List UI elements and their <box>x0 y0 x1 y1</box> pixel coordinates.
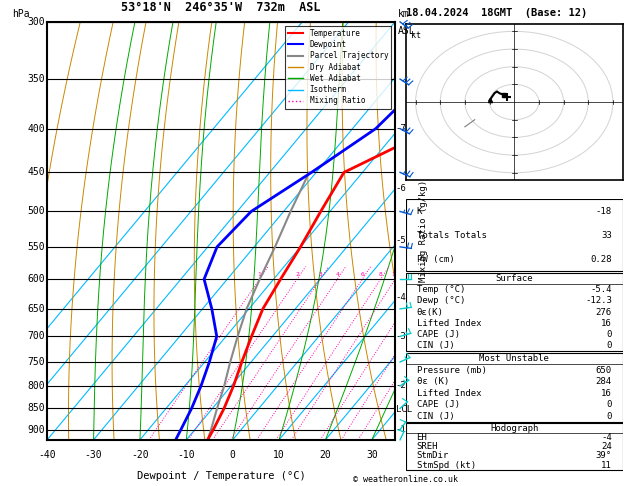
Text: 4: 4 <box>335 272 339 277</box>
Text: Lifted Index: Lifted Index <box>416 389 481 398</box>
Text: 24: 24 <box>601 442 612 451</box>
Text: 0: 0 <box>606 330 612 339</box>
Text: -10: -10 <box>177 450 195 460</box>
Text: ASL: ASL <box>398 26 416 36</box>
Text: Mixing Ratio (g/kg): Mixing Ratio (g/kg) <box>419 180 428 282</box>
Text: 500: 500 <box>28 207 45 216</box>
Text: -40: -40 <box>38 450 56 460</box>
Text: 450: 450 <box>28 167 45 177</box>
Text: 0: 0 <box>606 412 612 421</box>
Text: 8: 8 <box>379 272 382 277</box>
Text: -20: -20 <box>131 450 148 460</box>
Text: km: km <box>398 9 410 19</box>
Text: 0: 0 <box>606 341 612 350</box>
Text: Totals Totals: Totals Totals <box>416 231 486 240</box>
Text: SREH: SREH <box>416 442 438 451</box>
Text: 0: 0 <box>230 450 236 460</box>
Text: -7: -7 <box>396 124 406 133</box>
Bar <box>406 353 623 422</box>
Bar <box>406 273 623 351</box>
Text: 39°: 39° <box>596 451 612 460</box>
Text: -5.4: -5.4 <box>591 285 612 294</box>
Text: Dewpoint / Temperature (°C): Dewpoint / Temperature (°C) <box>136 471 306 481</box>
Text: K: K <box>416 207 422 216</box>
Text: hPa: hPa <box>13 9 30 19</box>
Text: 10: 10 <box>391 272 399 277</box>
Text: 2: 2 <box>295 272 299 277</box>
Text: 750: 750 <box>28 357 45 367</box>
Text: PW (cm): PW (cm) <box>416 255 454 264</box>
Text: Lifted Index: Lifted Index <box>416 319 481 328</box>
Text: 0.28: 0.28 <box>591 255 612 264</box>
Text: kt: kt <box>411 32 421 40</box>
Text: Hodograph: Hodograph <box>490 423 538 433</box>
Text: 700: 700 <box>28 331 45 341</box>
Text: 10: 10 <box>273 450 285 460</box>
Text: © weatheronline.co.uk: © weatheronline.co.uk <box>353 474 458 484</box>
Text: 16: 16 <box>601 319 612 328</box>
Text: 6: 6 <box>360 272 364 277</box>
Bar <box>406 423 623 470</box>
Text: CAPE (J): CAPE (J) <box>416 330 460 339</box>
Text: 11: 11 <box>601 461 612 469</box>
Text: 350: 350 <box>28 74 45 84</box>
Text: 30: 30 <box>366 450 377 460</box>
Text: 3: 3 <box>318 272 322 277</box>
Text: -30: -30 <box>85 450 103 460</box>
Text: 600: 600 <box>28 274 45 284</box>
Text: -6: -6 <box>396 184 406 193</box>
Text: -2: -2 <box>396 382 406 390</box>
Text: Pressure (mb): Pressure (mb) <box>416 365 486 375</box>
Legend: Temperature, Dewpoint, Parcel Trajectory, Dry Adiabat, Wet Adiabat, Isotherm, Mi: Temperature, Dewpoint, Parcel Trajectory… <box>285 26 391 108</box>
Text: EH: EH <box>416 433 427 442</box>
Text: θε(K): θε(K) <box>416 308 443 316</box>
Text: 0: 0 <box>606 400 612 409</box>
Text: 800: 800 <box>28 381 45 391</box>
Text: StmDir: StmDir <box>416 451 449 460</box>
Text: 650: 650 <box>596 365 612 375</box>
Text: 1: 1 <box>258 272 262 277</box>
Text: 276: 276 <box>596 308 612 316</box>
Text: 900: 900 <box>28 425 45 434</box>
Text: Surface: Surface <box>496 274 533 283</box>
Text: 53°18'N  246°35'W  732m  ASL: 53°18'N 246°35'W 732m ASL <box>121 0 321 14</box>
Text: 850: 850 <box>28 403 45 414</box>
Text: 18.04.2024  18GMT  (Base: 12): 18.04.2024 18GMT (Base: 12) <box>406 8 587 18</box>
Text: 300: 300 <box>28 17 45 27</box>
Text: -4: -4 <box>601 433 612 442</box>
Text: CAPE (J): CAPE (J) <box>416 400 460 409</box>
Text: 16: 16 <box>601 389 612 398</box>
Text: -5: -5 <box>396 236 406 244</box>
Text: 20: 20 <box>320 450 331 460</box>
Text: 400: 400 <box>28 123 45 134</box>
Text: StmSpd (kt): StmSpd (kt) <box>416 461 476 469</box>
Text: θε (K): θε (K) <box>416 377 449 386</box>
Text: 284: 284 <box>596 377 612 386</box>
Text: Most Unstable: Most Unstable <box>479 354 549 363</box>
Text: CIN (J): CIN (J) <box>416 341 454 350</box>
Text: 33: 33 <box>601 231 612 240</box>
Text: -18: -18 <box>596 207 612 216</box>
Text: -4: -4 <box>396 293 406 302</box>
Text: 650: 650 <box>28 304 45 314</box>
Text: 550: 550 <box>28 242 45 252</box>
Text: Dewp (°C): Dewp (°C) <box>416 296 465 305</box>
Text: CIN (J): CIN (J) <box>416 412 454 421</box>
Text: LCL: LCL <box>396 405 412 414</box>
Text: -1: -1 <box>396 425 406 434</box>
Text: -3: -3 <box>396 332 406 341</box>
Text: -12.3: -12.3 <box>585 296 612 305</box>
Bar <box>406 199 623 271</box>
Text: Temp (°C): Temp (°C) <box>416 285 465 294</box>
